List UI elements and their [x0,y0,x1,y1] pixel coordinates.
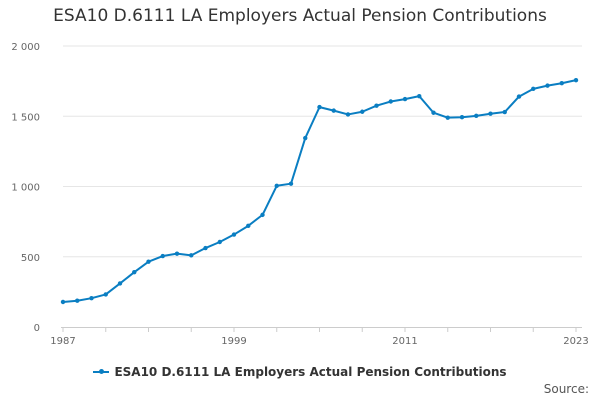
x-tick-label: 1987 [50,336,75,347]
data-point[interactable] [345,112,351,117]
legend-swatch [93,369,110,374]
y-tick-label: 1 000 [11,183,40,194]
data-point[interactable] [417,93,422,99]
data-point[interactable] [573,77,579,83]
legend[interactable]: ESA10 D.6111 LA Employers Actual Pension… [0,365,600,379]
data-point[interactable] [217,239,222,245]
data-point[interactable] [303,135,308,141]
data-point[interactable] [132,270,137,275]
data-point[interactable] [402,96,408,102]
data-point[interactable] [360,109,365,114]
data-point[interactable] [374,103,379,108]
y-axis: 0 500 1 000 1 500 2 000 [11,42,40,334]
data-point[interactable] [174,251,180,256]
data-point[interactable] [246,223,251,229]
data-point[interactable] [445,115,450,120]
x-tick-label: 1999 [221,336,246,347]
source-label: Source: [543,382,589,396]
x-axis: 1987 1999 2011 2023 [50,327,589,347]
data-point[interactable] [231,232,237,237]
data-point[interactable] [502,109,507,115]
data-point[interactable] [559,81,564,86]
data-point[interactable] [274,183,279,188]
data-point[interactable] [531,86,536,92]
data-point[interactable] [288,181,294,186]
data-point[interactable] [516,94,522,99]
data-point[interactable] [260,212,265,218]
data-point[interactable] [75,298,80,303]
y-tick-label: 1 500 [11,112,40,123]
data-point[interactable] [488,111,493,116]
data-point[interactable] [474,113,479,119]
y-tick-label: 500 [21,253,40,264]
data-point[interactable] [459,115,465,120]
data-point[interactable] [89,295,94,301]
y-tick-label: 2 000 [11,42,40,53]
chart-title: ESA10 D.6111 LA Employers Actual Pension… [53,6,547,26]
data-point[interactable] [146,259,151,264]
data-point[interactable] [331,108,336,113]
data-point[interactable] [431,110,436,115]
data-point[interactable] [189,253,194,258]
x-tick-label: 2023 [563,336,588,347]
data-point[interactable] [117,281,123,286]
data-point[interactable] [60,299,66,305]
data-point[interactable] [317,104,322,110]
data-point[interactable] [388,99,393,104]
data-point[interactable] [103,292,108,297]
series-group [60,77,579,305]
y-tick-label: 0 [34,323,40,334]
data-point[interactable] [203,245,208,251]
x-tick-label: 2011 [392,336,417,347]
data-point[interactable] [545,83,550,88]
series-line [62,79,577,303]
legend-label: ESA10 D.6111 LA Employers Actual Pension… [114,365,507,379]
data-point[interactable] [160,253,165,259]
gridlines [63,45,582,258]
